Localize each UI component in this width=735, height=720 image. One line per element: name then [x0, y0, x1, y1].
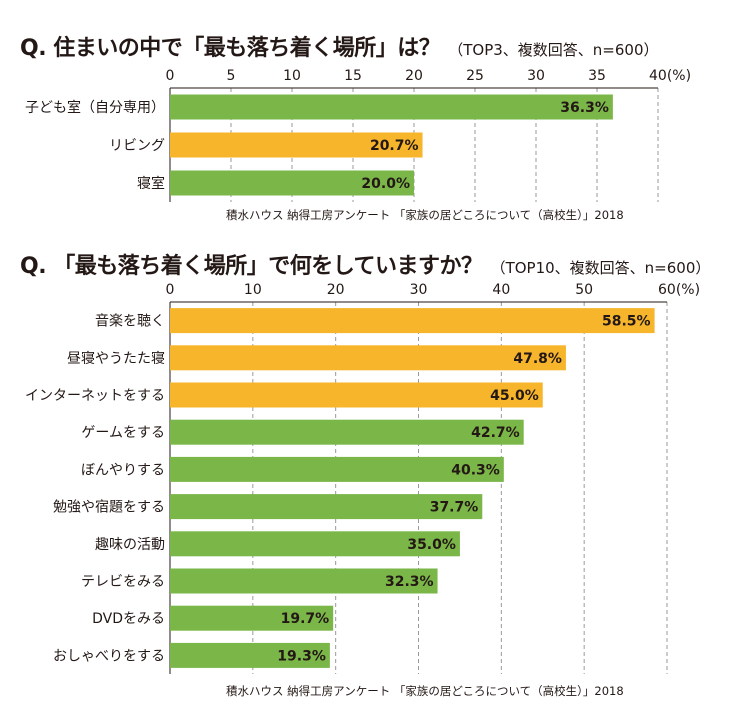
chart2-tick-label: 50: [575, 282, 593, 298]
chart2-bar: [170, 568, 438, 594]
chart1-subtitle: （TOP3、複数回答、n=600）: [448, 41, 659, 59]
chart1-tick-label: 40(%): [649, 68, 691, 84]
chart2-value-label: 35.0%: [407, 537, 456, 553]
chart2-value-label: 42.7%: [471, 425, 520, 441]
chart1-tick-label: 0: [166, 68, 175, 84]
chart1-category-label: 子ども室（自分専用）: [25, 99, 165, 116]
chart1-tick-label: 30: [527, 68, 545, 84]
chart1-tick-label: 5: [227, 68, 236, 84]
chart2-value-label: 19.7%: [281, 611, 330, 627]
chart1-tick-label: 35: [588, 68, 606, 84]
chart2-bar: [170, 308, 655, 334]
chart2-category-label: 昼寝やうたた寝: [67, 350, 165, 367]
chart2-category-label: 趣味の活動: [95, 537, 165, 553]
chart1-value-label: 36.3%: [560, 100, 609, 116]
chart2-tick-label: 10: [244, 282, 262, 298]
chart2-tick-label: 20: [327, 282, 345, 298]
chart1-tick-label: 20: [405, 68, 423, 84]
chart2-value-label: 47.8%: [513, 351, 562, 367]
chart2-category-label: DVDをみる: [92, 611, 165, 627]
chart2-category-label: テレビをみる: [81, 574, 165, 590]
chart2-subtitle: （TOP10、複数回答、n=600）: [490, 259, 711, 277]
chart2-bar: [170, 456, 504, 482]
chart2-value-label: 58.5%: [602, 314, 651, 330]
chart2-value-label: 19.3%: [277, 648, 326, 664]
chart2-tick-label: 40: [492, 282, 510, 298]
chart1-value-label: 20.7%: [370, 138, 419, 154]
chart2-tick-label: 30: [410, 282, 428, 298]
chart1-bar: [170, 132, 423, 158]
chart1-bar: [170, 94, 613, 120]
chart2-bar: [170, 419, 524, 445]
chart1-tick-label: 10: [283, 68, 301, 84]
chart2-category-label: ゲームをする: [81, 425, 165, 441]
chart2-category-label: 勉強や宿題をする: [53, 499, 165, 516]
chart2-title: Q. 「最も落ち着く場所」で何をしていますか？: [20, 254, 483, 279]
chart2-value-label: 45.0%: [490, 388, 539, 404]
chart2-bar: [170, 531, 460, 557]
chart2-category-label: ぼんやりする: [81, 462, 165, 478]
chart1-bar: [170, 170, 414, 196]
chart2-bar: [170, 345, 566, 371]
chart2-category-label: 音楽を聴く: [95, 313, 165, 330]
chart1-tick-label: 25: [466, 68, 484, 84]
chart2-bar: [170, 642, 330, 668]
chart2-value-label: 32.3%: [385, 574, 434, 590]
chart2-category-label: おしゃべりをする: [53, 648, 165, 664]
chart1-value-label: 20.0%: [361, 176, 410, 192]
chart2-source: 積水ハウス 納得工房アンケート 「家族の居どころについて（高校生）」2018: [226, 684, 624, 698]
chart1-category-label: リビング: [109, 138, 165, 154]
chart2-bar: [170, 382, 543, 408]
chart2-bar: [170, 605, 334, 631]
chart1-svg: 0 5 10 15 20 25 30 35 40(%) 子ども室（自分専用） 36.3% リビング 20…: [25, 68, 691, 202]
chart2-unit-label: (%): [676, 282, 700, 298]
chart1-tick-label: 15: [344, 68, 362, 84]
chart1-unit-label: (%): [667, 68, 691, 84]
chart1-source: 積水ハウス 納得工房アンケート 「家族の居どころについて（高校生）」2018: [226, 208, 624, 222]
chart2-value-label: 37.7%: [430, 500, 479, 516]
chart2-tick-label: 60(%): [658, 282, 700, 298]
chart2-bar: [170, 494, 483, 520]
chart1-category-label: 寝室: [137, 175, 165, 192]
chart2-value-label: 40.3%: [451, 462, 500, 478]
chart2-title-row: Q. 「最も落ち着く場所」で何をしていますか？ （TOP10、複数回答、n=600…: [20, 248, 710, 280]
chart2-tick-label: 0: [166, 282, 175, 298]
chart2-category-label: インターネットをする: [25, 388, 165, 404]
chart1-title: Q. 住まいの中で「最も落ち着く場所」は？: [20, 36, 441, 61]
chart1-title-row: Q. 住まいの中で「最も落ち着く場所」は？ （TOP3、複数回答、n=600）: [20, 30, 659, 62]
